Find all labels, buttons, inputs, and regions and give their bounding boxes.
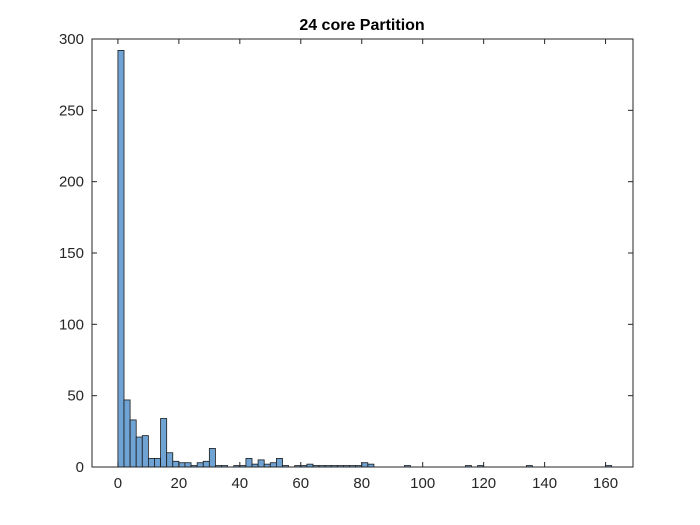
histogram-bar — [208, 448, 216, 468]
y-tick-label: 100 — [59, 316, 84, 333]
histogram-bar — [172, 460, 180, 468]
axes-group: 0 20 40 60 80 100 120 140 160 0 50 100 150 200 250 300 — [59, 31, 634, 492]
chart-title: 24 core Partition — [299, 17, 424, 34]
y-tick-label: 300 — [59, 31, 84, 48]
x-tick-label: 20 — [171, 475, 188, 492]
histogram-bar — [154, 458, 161, 468]
histogram-bar — [160, 418, 168, 468]
histogram-bar — [135, 436, 143, 468]
x-tick-label: 140 — [532, 475, 557, 492]
histogram-bar — [184, 462, 192, 468]
y-tick-label: 150 — [59, 245, 84, 262]
x-tick-label: 0 — [114, 475, 122, 492]
histogram-bar — [129, 419, 137, 468]
histogram-bar — [178, 462, 186, 468]
histogram-bar — [275, 458, 283, 468]
histogram-bar — [196, 462, 204, 468]
histogram-bar — [166, 452, 174, 468]
x-tick-label: 60 — [292, 475, 309, 492]
y-tick-label: 250 — [59, 102, 84, 119]
plot-area — [92, 39, 633, 467]
histogram-bar — [147, 458, 155, 468]
x-tick-label: 40 — [231, 475, 248, 492]
histogram-bar — [117, 50, 125, 468]
x-tick-label: 80 — [353, 475, 370, 492]
histogram-bar — [202, 460, 210, 468]
x-tick-label: 120 — [471, 475, 496, 492]
y-tick-label: 50 — [67, 388, 84, 405]
x-tick-label: 100 — [410, 475, 435, 492]
histogram-bar — [141, 435, 149, 468]
y-tick-label: 0 — [76, 459, 84, 476]
histogram-bar — [245, 458, 253, 468]
x-tick-label: 160 — [593, 475, 618, 492]
histogram-bar — [361, 462, 369, 468]
y-tick-label: 200 — [59, 174, 84, 191]
histogram-bar — [269, 462, 277, 468]
histogram-bar — [257, 459, 265, 468]
histogram-bar — [123, 399, 131, 468]
